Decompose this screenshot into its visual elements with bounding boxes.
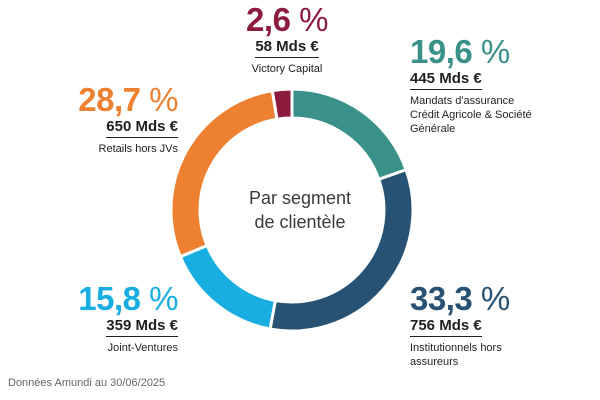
desc-retails: Retails hors JVs xyxy=(98,143,178,155)
label-joint-ventures: 15,8 % 359 Mds € Joint-Ventures xyxy=(40,281,178,355)
percent-institutionnels: 33,3 % xyxy=(410,280,510,317)
desc-institutionnels: Institutionnels hors assureurs xyxy=(410,342,502,368)
percent-retails: 28,7 % xyxy=(78,81,178,118)
label-victory-capital: 2,6 % 58 Mds € Victory Capital xyxy=(222,2,352,76)
label-institutionnels: 33,3 % 756 Mds € Institutionnels hors as… xyxy=(410,281,560,369)
percent-joint-ventures: 15,8 % xyxy=(78,280,178,317)
percent-mandats-assurance: 19,6 % xyxy=(410,33,510,70)
footnote: Données Amundi au 30/06/2025 xyxy=(8,377,166,389)
amount-victory-capital: 58 Mds € xyxy=(255,38,319,58)
segment-mandats-assurance xyxy=(290,87,409,182)
center-label-line-2: de clientèle xyxy=(254,212,346,232)
amount-mandats-assurance: 445 Mds € xyxy=(410,70,482,90)
donut-center-label: Par segment de clientèle xyxy=(228,186,372,234)
amount-joint-ventures: 359 Mds € xyxy=(106,317,178,337)
segment-joint-ventures xyxy=(178,243,278,331)
label-mandats-assurance: 19,6 % 445 Mds € Mandats d'assurance Cré… xyxy=(410,34,560,136)
segment-victory-capital xyxy=(270,87,294,121)
center-label-line-1: Par segment xyxy=(248,188,352,208)
percent-victory-capital: 2,6 % xyxy=(246,1,328,38)
desc-mandats-assurance: Mandats d'assurance Crédit Agricole & So… xyxy=(410,95,532,135)
desc-victory-capital: Victory Capital xyxy=(251,63,323,75)
label-retails: 28,7 % 650 Mds € Retails hors JVs xyxy=(40,82,178,156)
amount-retails: 650 Mds € xyxy=(106,118,178,138)
amount-institutionnels: 756 Mds € xyxy=(410,317,482,337)
desc-joint-ventures: Joint-Ventures xyxy=(107,342,178,354)
